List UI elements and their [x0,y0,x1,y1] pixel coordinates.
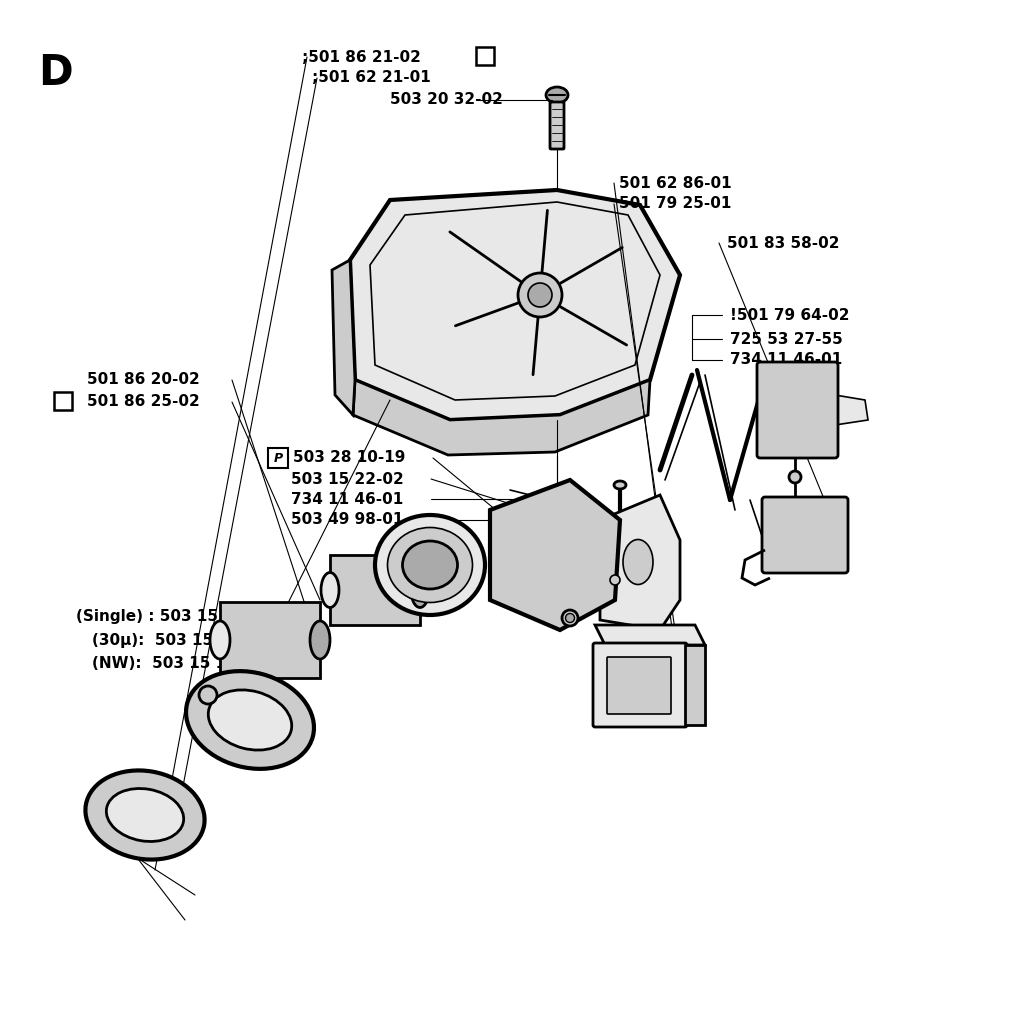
FancyBboxPatch shape [476,47,494,65]
Polygon shape [350,190,680,420]
Text: 734 11 46-01: 734 11 46-01 [291,492,403,507]
FancyBboxPatch shape [550,102,564,150]
Polygon shape [332,260,355,415]
Text: D: D [38,52,73,94]
Text: 503 15 22-02: 503 15 22-02 [291,471,403,486]
Ellipse shape [565,613,574,623]
Ellipse shape [790,471,801,483]
Ellipse shape [208,690,292,751]
Text: (NW):  503 15 19-05: (NW): 503 15 19-05 [92,655,264,671]
Ellipse shape [375,515,485,615]
FancyBboxPatch shape [54,392,72,410]
Text: 501 79 25-01: 501 79 25-01 [618,197,731,212]
Circle shape [518,273,562,317]
Polygon shape [490,480,620,630]
Ellipse shape [85,770,205,859]
Text: (Single) : 503 15 19-03: (Single) : 503 15 19-03 [76,608,272,624]
Ellipse shape [546,87,568,103]
FancyBboxPatch shape [268,449,288,468]
Circle shape [528,283,552,307]
Ellipse shape [321,572,339,607]
Polygon shape [685,645,705,725]
Text: (30μ):  503 15 19-04: (30μ): 503 15 19-04 [92,633,267,647]
Text: 725 53 27-55: 725 53 27-55 [730,332,843,346]
Polygon shape [595,625,705,645]
Ellipse shape [610,575,620,585]
Text: 503 20 32-02: 503 20 32-02 [390,92,503,108]
Polygon shape [353,380,650,455]
Text: 501 62 86-01: 501 62 86-01 [618,175,731,190]
Text: ;501 86 21-02: ;501 86 21-02 [302,49,421,65]
Text: 501 83 58-02: 501 83 58-02 [727,236,840,251]
Ellipse shape [623,540,653,585]
Ellipse shape [106,788,183,842]
Ellipse shape [310,621,330,659]
Ellipse shape [387,527,472,602]
Text: 503 49 98-01: 503 49 98-01 [291,512,403,527]
Ellipse shape [562,610,578,626]
Ellipse shape [186,671,314,769]
Text: P: P [273,452,283,465]
Text: 734 11 46-01: 734 11 46-01 [730,352,843,368]
Polygon shape [330,555,420,625]
Text: !501 79 64-02: !501 79 64-02 [730,307,850,323]
Text: 503 28 10-19: 503 28 10-19 [293,451,406,466]
Ellipse shape [411,572,429,607]
FancyBboxPatch shape [593,643,687,727]
Circle shape [199,686,217,705]
Text: 501 86 25-02: 501 86 25-02 [87,394,200,410]
Polygon shape [835,395,868,425]
Ellipse shape [210,621,230,659]
Polygon shape [600,495,680,630]
FancyBboxPatch shape [762,497,848,573]
Text: ;501 62 21-01: ;501 62 21-01 [312,71,431,85]
Ellipse shape [402,541,458,589]
FancyBboxPatch shape [607,657,671,714]
Polygon shape [220,602,319,678]
Text: 501 86 20-02: 501 86 20-02 [87,373,200,387]
Ellipse shape [614,481,626,489]
FancyBboxPatch shape [757,362,838,458]
